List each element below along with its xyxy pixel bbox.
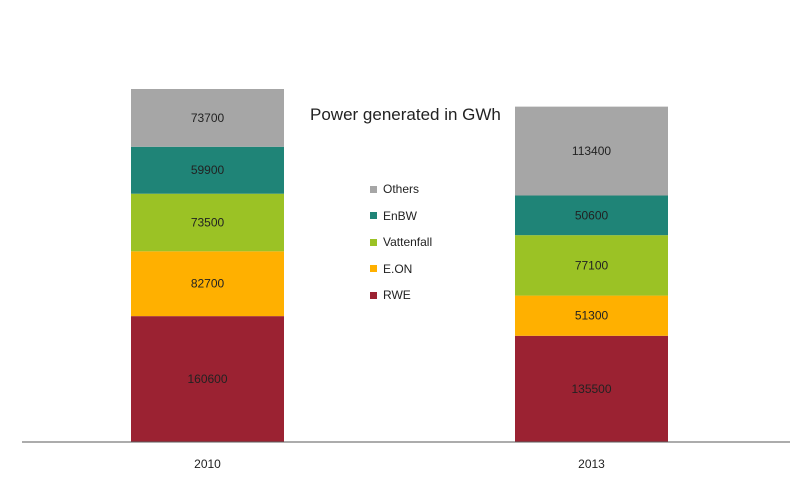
- legend-label-e-on: E.ON: [383, 261, 413, 276]
- bar-segment-rwe-2010: [131, 316, 284, 442]
- legend-item-vattenfall: Vattenfall: [370, 229, 432, 256]
- bar-segment-enbw-2010: [131, 146, 284, 194]
- data-label-others-2013: 113400: [572, 144, 611, 158]
- x-tick-label-2010: 2010: [194, 457, 221, 471]
- bars-group: [131, 89, 668, 442]
- legend-swatch-rwe: [370, 291, 377, 299]
- legend-label-vattenfall: Vattenfall: [383, 235, 433, 250]
- data-label-vattenfall-2013: 77100: [575, 258, 609, 272]
- legend-swatch-others: [370, 185, 377, 193]
- data-label-vattenfall-2010: 73500: [191, 216, 225, 230]
- chart-title: Power generated in GWh: [310, 105, 501, 124]
- data-label-enbw-2010: 59900: [191, 163, 225, 177]
- legend-item-enbw: EnBW: [370, 203, 432, 230]
- legend-swatch-vattenfall: [370, 238, 377, 246]
- legend-label-rwe: RWE: [383, 288, 411, 303]
- bar-segment-others-2013: [515, 106, 668, 196]
- legend-swatch-e-on: [370, 265, 377, 273]
- legend-item-rwe: RWE: [370, 282, 432, 309]
- bar-segment-vattenfall-2013: [515, 235, 668, 296]
- legend-item-others: Others: [370, 176, 432, 203]
- data-label-enbw-2013: 50600: [575, 208, 609, 222]
- bar-segment-others-2010: [131, 89, 284, 147]
- x-tick-label-2013: 2013: [578, 457, 605, 471]
- legend-label-enbw: EnBW: [383, 208, 418, 223]
- data-label-others-2010: 73700: [191, 111, 225, 125]
- bar-segment-e-on-2013: [515, 295, 668, 336]
- bar-segment-enbw-2013: [515, 195, 668, 236]
- data-label-e-on-2010: 82700: [191, 277, 225, 291]
- legend: Others EnBW Vattenfall E.ON RWE: [370, 176, 432, 309]
- x-tick-labels-group: 2010 2013: [194, 457, 605, 471]
- legend-swatch-enbw: [370, 212, 377, 220]
- legend-label-others: Others: [383, 182, 420, 197]
- data-label-rwe-2013: 135500: [571, 382, 611, 396]
- data-label-rwe-2010: 160600: [187, 372, 227, 386]
- legend-item-e-on: E.ON: [370, 256, 432, 283]
- bar-segment-vattenfall-2010: [131, 193, 284, 252]
- bar-segment-e-on-2010: [131, 251, 284, 317]
- data-labels-group: 160600 82700 73500 59900 73700 135500 51300 771…: [187, 111, 611, 396]
- data-label-e-on-2013: 51300: [575, 309, 609, 323]
- bar-segment-rwe-2013: [515, 335, 668, 442]
